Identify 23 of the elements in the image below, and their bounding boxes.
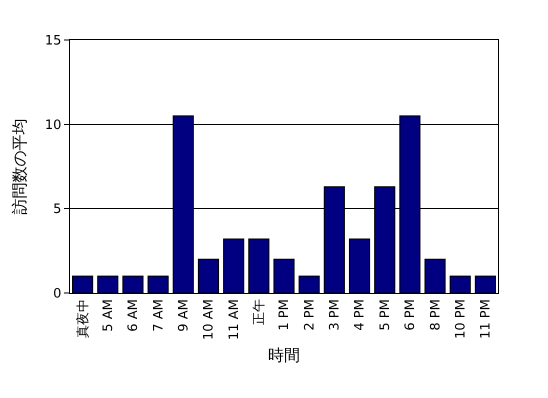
x-tick-label: 6 AM	[126, 299, 142, 332]
y-axis-title: 訪問数の平均	[10, 118, 29, 214]
x-tick-label: 6 PM	[403, 299, 418, 331]
x-tick-label: 1 PM	[277, 299, 292, 331]
x-tick-label: 3 PM	[328, 299, 343, 331]
x-tick-label: 10 PM	[453, 299, 468, 339]
x-tick-label: 真夜中	[74, 299, 91, 338]
x-tick-label: 4 PM	[352, 299, 368, 331]
x-tick-label: 11 AM	[226, 299, 242, 340]
y-tick-label: 15	[44, 34, 62, 49]
x-axis-title: 時間	[268, 346, 300, 365]
x-tick-label: 11 PM	[478, 299, 494, 339]
x-tick-label: 7 AM	[151, 299, 166, 332]
x-tick-label: 5 AM	[100, 299, 116, 332]
x-tick-label: 10 AM	[202, 299, 217, 340]
y-tick-label: 10	[44, 118, 62, 133]
x-tick-label: 8 PM	[428, 299, 444, 331]
x-tick-label: 2 PM	[302, 299, 318, 331]
x-tick-label: 正午	[252, 299, 268, 326]
x-tick-label: 9 AM	[176, 299, 192, 332]
x-tick-label: 5 PM	[378, 299, 393, 331]
y-tick-label: 0	[53, 286, 62, 302]
y-tick-label: 5	[53, 202, 62, 218]
